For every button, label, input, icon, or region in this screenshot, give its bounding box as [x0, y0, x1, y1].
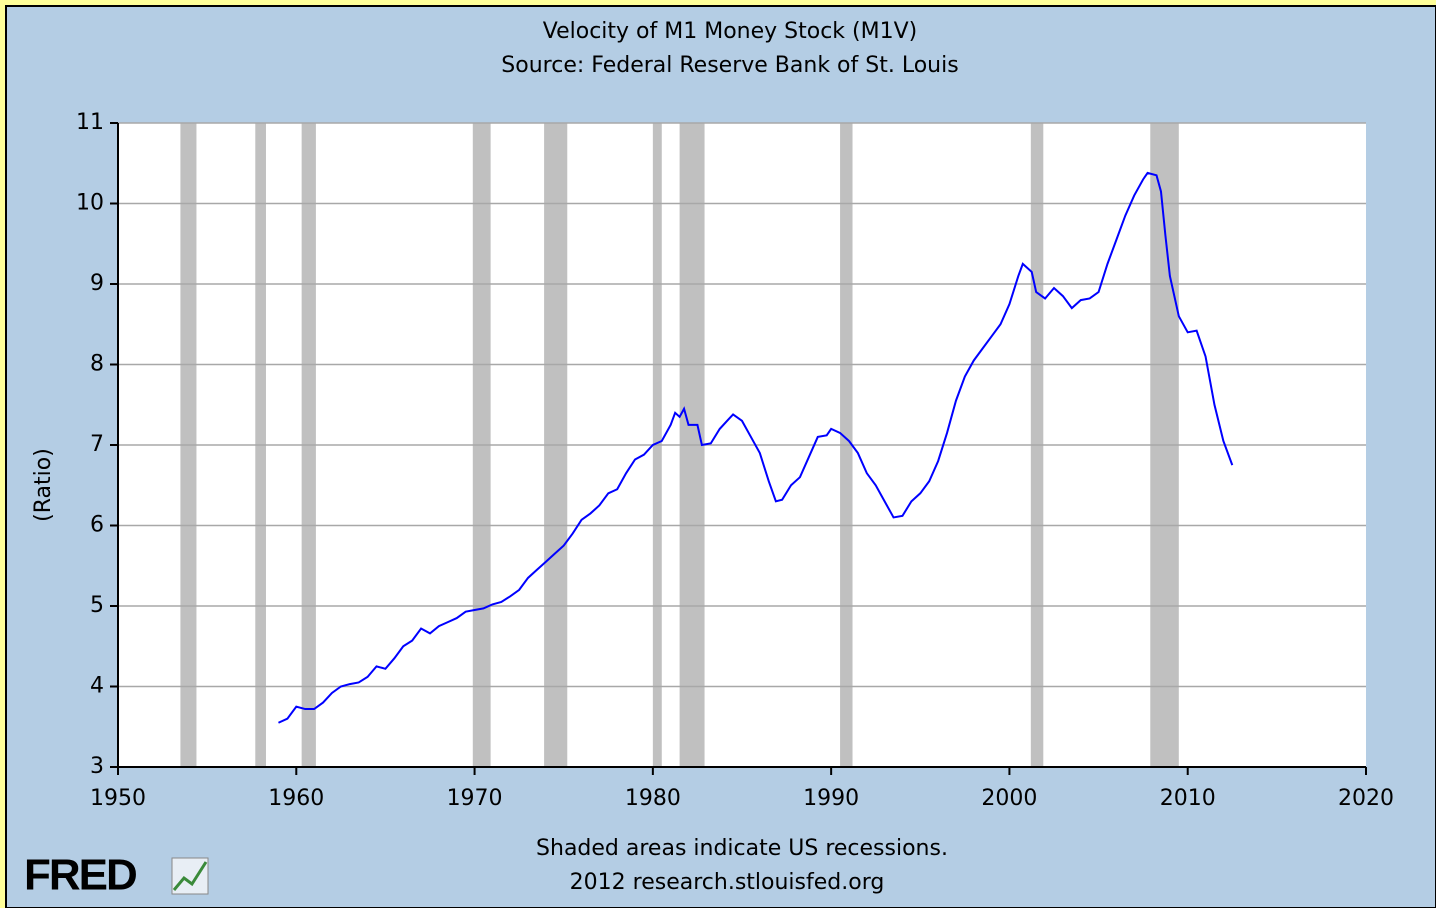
chart-subtitle: Source: Federal Reserve Bank of St. Loui… [501, 53, 958, 78]
x-tick-label: 1980 [625, 786, 681, 811]
y-tick-label: 8 [90, 352, 104, 377]
y-tick-label: 5 [90, 593, 104, 618]
data-line [278, 171, 1234, 724]
logo: FRED [24, 851, 136, 900]
y-tick-label: 3 [90, 754, 104, 779]
x-tick-label: 1950 [90, 786, 146, 811]
y-tick-label: 10 [76, 191, 104, 216]
chart-title: Velocity of M1 Money Stock (M1V) [543, 19, 917, 44]
y-tick-label: 6 [90, 513, 104, 538]
logo-icon-line [172, 861, 208, 891]
x-tick-label: 1960 [268, 786, 324, 811]
x-tick-label: 2010 [1160, 786, 1216, 811]
y-tick-label: 11 [76, 110, 104, 135]
note: 2012 research.stlouisfed.org [570, 870, 885, 895]
y-tick-label: 9 [90, 271, 104, 296]
x-tick-label: 1970 [447, 786, 503, 811]
logo-icon [171, 857, 209, 895]
note: Shaded areas indicate US recessions. [536, 836, 948, 861]
x-tick-label: 2000 [981, 786, 1037, 811]
y-tick-label: 4 [90, 674, 104, 699]
x-tick-label: 1990 [803, 786, 859, 811]
x-tick-label: 2020 [1338, 786, 1394, 811]
y-tick-label: 7 [90, 432, 104, 457]
y-axis-label: (Ratio) [31, 448, 56, 522]
